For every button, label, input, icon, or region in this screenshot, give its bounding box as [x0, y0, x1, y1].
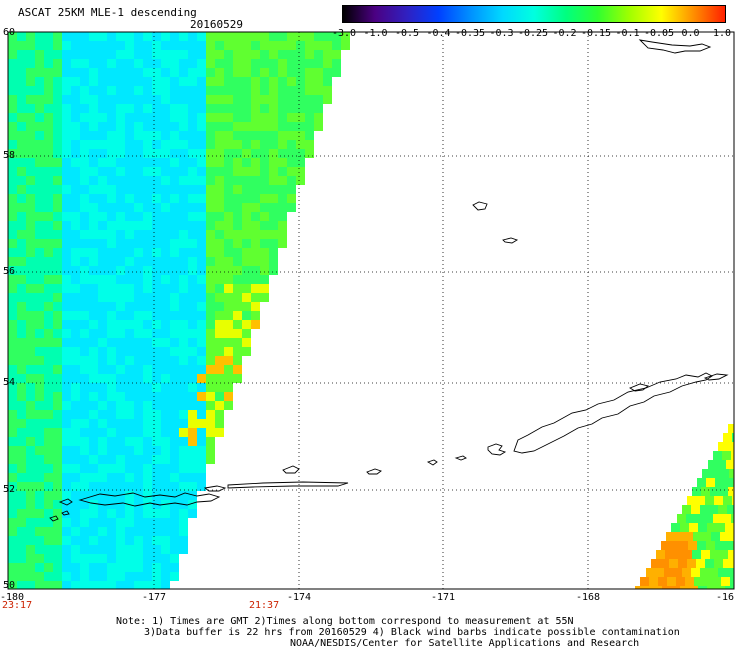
time-left: 23:17 [2, 600, 33, 611]
coastlines [49, 39, 729, 522]
colorbar-tick-label: -0.4 [426, 28, 451, 39]
colorbar-tick-label: -0.2 [552, 28, 577, 39]
lat-label-52: 52 [3, 484, 16, 495]
left-swath-data [8, 32, 350, 589]
colorbar-tick-label: -0.15 [580, 28, 612, 39]
note-line-1: Note: 1) Times are GMT 2)Times along bot… [116, 616, 574, 627]
lat-label-56: 56 [3, 266, 16, 277]
colorbar-tick-label: -0.25 [517, 28, 549, 39]
lon-label-180: -180 [0, 592, 25, 603]
lat-label-58: 58 [3, 150, 16, 161]
lat-label-60: 60 [3, 27, 16, 38]
map-date: 20160529 [190, 18, 243, 31]
colorbar-tick-label: 0.0 [681, 28, 700, 39]
lat-label-50: 50 [3, 580, 16, 591]
colorbar-tick-label: 1.0 [712, 28, 732, 39]
map-title: ASCAT 25KM MLE-1 descending [18, 6, 197, 19]
time-mid: 21:37 [249, 600, 280, 611]
lon-label-168: -168 [575, 592, 601, 603]
note-line-3: NOAA/NESDIS/Center for Satellite Applica… [290, 638, 640, 649]
lon-label-174: -174 [286, 592, 312, 603]
lon-label-171: -171 [430, 592, 456, 603]
colorbar-tick-label: -0.5 [394, 28, 420, 39]
colorbar-tick-label: -3.0 [331, 28, 357, 39]
lon-label-177: -177 [141, 592, 167, 603]
right-swath-data [635, 424, 734, 589]
lon-label-165: -16 [715, 592, 735, 603]
colorbar-tick-label: -0.35 [454, 28, 486, 39]
colorbar-tick-label: -0.05 [643, 28, 675, 39]
plot-frame [7, 31, 735, 590]
colorbar-tick-label: -1.0 [363, 28, 388, 39]
note-line-2: 3)Data buffer is 22 hrs from 20160529 4)… [144, 627, 680, 638]
colorbar-tick-label: -0.3 [489, 28, 514, 39]
colorbar [342, 5, 726, 23]
colorbar-tick-label: -0.1 [615, 28, 640, 39]
lat-label-54: 54 [3, 377, 16, 388]
